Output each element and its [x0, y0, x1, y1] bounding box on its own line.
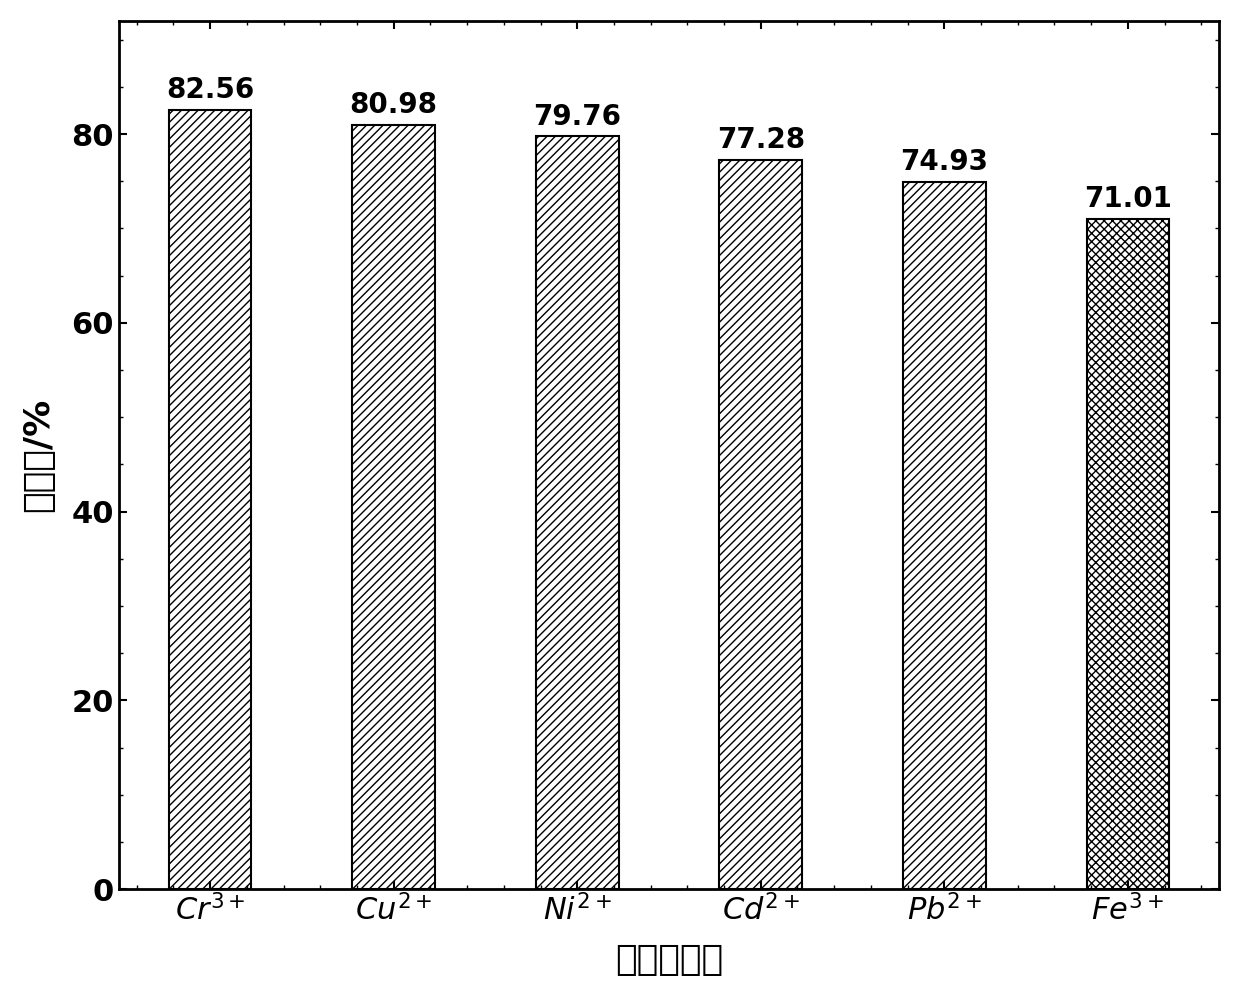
Y-axis label: 去除率/%: 去除率/%	[21, 398, 55, 512]
X-axis label: 目标污染物: 目标污染物	[615, 943, 723, 977]
Text: 79.76: 79.76	[533, 103, 621, 131]
Text: 77.28: 77.28	[717, 126, 805, 154]
Text: 71.01: 71.01	[1084, 186, 1172, 214]
Bar	[169, 110, 252, 889]
Text: 80.98: 80.98	[350, 91, 438, 119]
Bar	[719, 160, 802, 889]
Bar	[352, 125, 435, 889]
Bar	[536, 137, 619, 889]
Text: 82.56: 82.56	[166, 76, 254, 104]
Text: 74.93: 74.93	[900, 149, 988, 177]
Bar	[903, 182, 986, 889]
Bar	[1086, 219, 1169, 889]
